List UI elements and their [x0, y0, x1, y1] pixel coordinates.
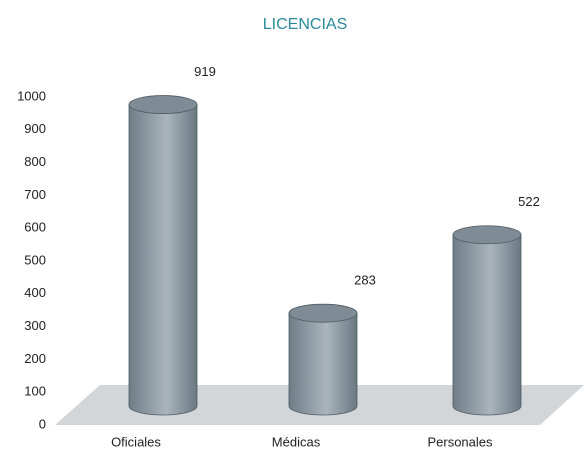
x-tick-label: Médicas	[272, 434, 321, 449]
x-tick-label: Personales	[427, 434, 493, 449]
chart-title: LICENCIAS	[263, 16, 347, 33]
bar-top	[128, 95, 198, 114]
bar-top	[288, 303, 358, 323]
y-tick-label: 900	[24, 121, 46, 136]
y-tick-label: 300	[24, 318, 46, 333]
bar	[128, 104, 198, 416]
y-tick-label: 800	[24, 154, 46, 169]
value-label: 522	[518, 194, 540, 209]
y-tick-label: 1000	[17, 88, 46, 103]
value-label: 283	[354, 273, 376, 288]
y-tick-label: 100	[24, 384, 46, 399]
y-tick-label: 600	[24, 220, 46, 235]
y-tick-label: 0	[39, 416, 46, 431]
y-tick-label: 700	[24, 187, 46, 202]
bar	[452, 234, 522, 416]
value-label: 919	[194, 64, 216, 79]
x-tick-label: Oficiales	[111, 434, 161, 449]
y-tick-label: 500	[24, 252, 46, 267]
y-tick-label: 200	[24, 351, 46, 366]
bar-top	[452, 225, 522, 245]
bar	[288, 312, 358, 416]
y-tick-label: 400	[24, 285, 46, 300]
